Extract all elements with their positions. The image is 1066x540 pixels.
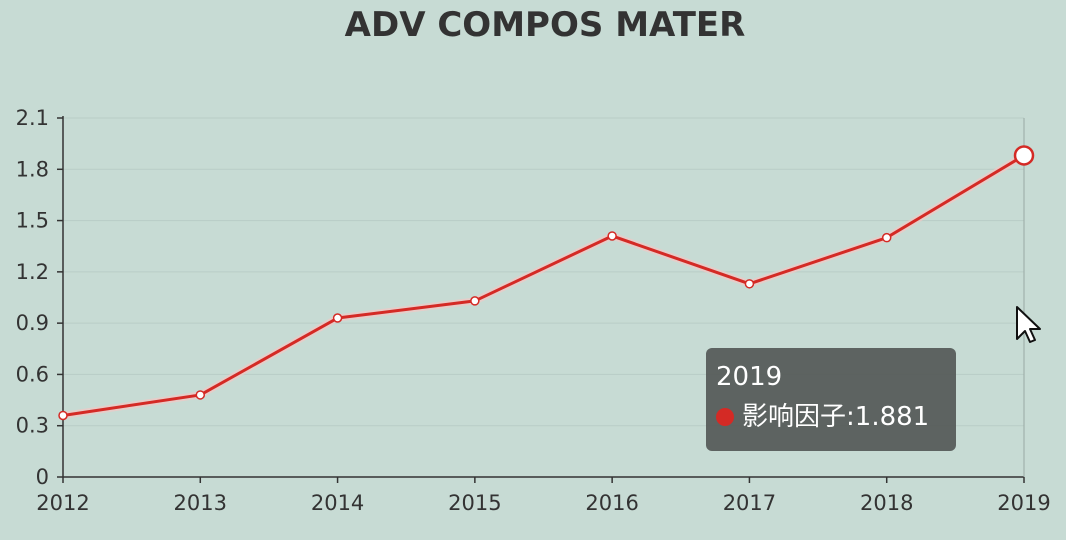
tooltip-title: 2019 — [716, 362, 783, 392]
series-line[interactable] — [62, 154, 1025, 417]
tooltip: 2019 影响因子: 1.881 — [706, 348, 956, 451]
data-point[interactable] — [332, 313, 343, 323]
data-point-highlighted[interactable] — [1013, 145, 1035, 166]
tooltip-series-name: 影响因子 — [742, 402, 847, 432]
data-point[interactable] — [58, 410, 68, 421]
chart-title: ADV COMPOS MATER — [345, 5, 746, 45]
x-tick-label: 2015 — [448, 491, 501, 515]
y-axis-ticks: 0 0.3 0.6 0.9 1.2 1.5 1.8 2.1 — [16, 106, 63, 489]
series-layer[interactable] — [58, 145, 1035, 421]
y-tick-label: 0.3 — [16, 414, 49, 438]
y-tick-label: 1.8 — [16, 157, 49, 181]
tooltip-value: 1.881 — [854, 402, 930, 432]
tooltip-marker — [716, 408, 734, 426]
x-tick-label: 2016 — [585, 491, 638, 515]
x-tick-label: 2013 — [174, 491, 227, 515]
x-tick-label: 2017 — [723, 491, 776, 515]
y-tick-label: 0 — [36, 465, 49, 489]
x-tick-label: 2014 — [311, 491, 364, 515]
y-tick-label: 1.2 — [16, 260, 49, 284]
x-axis-ticks: 2012 2013 2014 2015 2016 2017 2018 2019 — [36, 477, 1051, 515]
y-tick-label: 2.1 — [16, 106, 49, 130]
arrow-cursor-icon — [1016, 306, 1041, 343]
y-tick-label: 0.6 — [16, 362, 49, 386]
data-point[interactable] — [195, 390, 206, 400]
x-tick-label: 2018 — [860, 491, 913, 515]
x-tick-label: 2019 — [997, 491, 1050, 515]
data-point[interactable] — [470, 296, 480, 306]
y-tick-label: 1.5 — [16, 209, 49, 233]
grid-lines — [63, 117, 1024, 427]
data-point[interactable] — [607, 231, 617, 241]
y-tick-label: 0.9 — [16, 311, 49, 335]
x-tick-label: 2012 — [36, 491, 89, 515]
data-point[interactable] — [744, 279, 755, 289]
data-point[interactable] — [881, 232, 892, 243]
tooltip-separator: : — [846, 402, 855, 432]
tooltip-row: 影响因子: 1.881 — [716, 400, 946, 434]
